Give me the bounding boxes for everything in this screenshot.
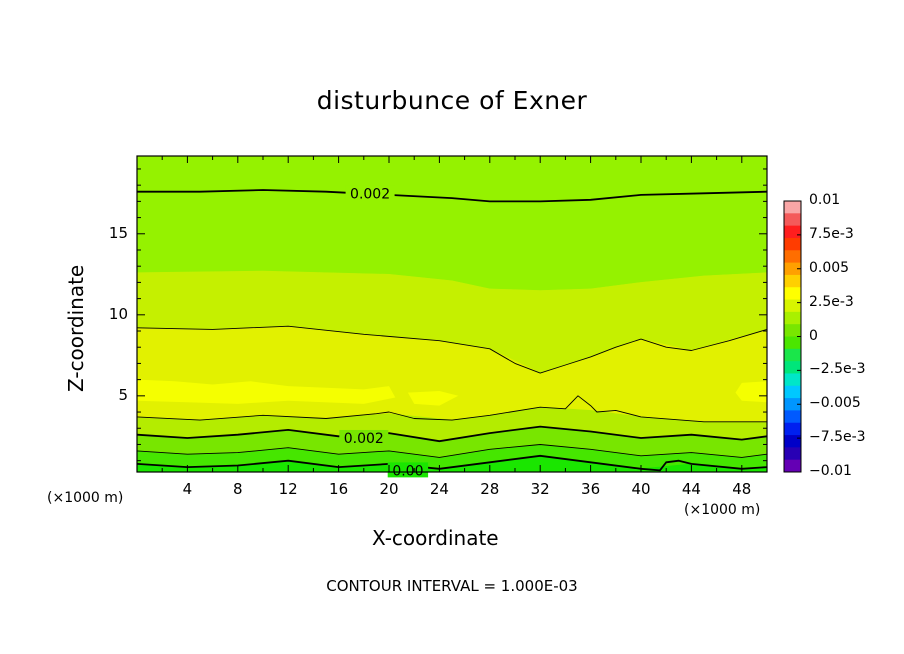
contour-line-4 [137,444,767,458]
contour-line-1 [137,325,767,374]
contour-label-bg [345,185,395,201]
colorbar-swatch [784,299,801,313]
colorbar-swatch [784,311,801,325]
contour-patch-0 [137,379,396,404]
x-tick-label: 48 [732,480,752,498]
x-tick-label: 36 [581,480,601,498]
contour-interval-note: CONTOUR INTERVAL = 1.000E-03 [326,577,578,595]
y-tick-label: 10 [108,304,128,323]
colorbar-label: 7.5e-3 [809,225,854,242]
x-tick-label: 40 [631,480,651,498]
contour-patch-2 [735,381,767,403]
colorbar-swatch [784,398,801,411]
x-unit-label-left: (×1000 m) [47,490,124,506]
x-tick-label: 44 [681,480,701,498]
colorbar-swatch [784,274,801,288]
y-tick-label: 15 [108,223,128,242]
colorbar-swatch [784,201,801,214]
contour-line-0 [137,189,767,203]
contour-line-3 [137,425,767,443]
colorbar-swatch [784,459,801,473]
colorbar-swatch [784,225,801,239]
contour-line-5 [137,454,767,472]
colorbar-label: −7.5e-3 [809,429,866,446]
contour-label: 0.00 [392,463,423,479]
colorbar-label: 2.5e-3 [809,293,854,310]
chart-title: disturbunce of Exner [316,86,588,115]
contour-label-bg [387,462,429,478]
colorbar-swatch [784,213,801,227]
x-tick-label: 8 [233,480,243,498]
colorbar-swatch [784,447,801,461]
contour-label: 0.002 [350,186,390,202]
colorbar-swatch [784,237,801,251]
colorbar-label: 0.01 [809,192,841,208]
x-tick-label: 32 [530,480,550,498]
x-tick-label: 4 [182,480,193,498]
colorbar-swatch [784,348,801,362]
y-axis-label: Z-coordinate [64,264,88,392]
colorbar-label: −0.01 [809,463,852,479]
contour-lines [137,189,767,472]
y-tick-label: 5 [118,385,128,404]
colorbar-swatch [784,287,801,300]
contour-fill-bands [137,156,767,472]
axis-ticks [137,156,767,472]
contour-fill-patches [137,379,767,406]
x-tick-label: 12 [278,480,298,498]
plot-frame [136,155,768,473]
colorbar-swatch [784,361,801,374]
contour-label-layer: 0.002 0.002 0.00 [339,185,429,479]
colorbar-swatch [784,336,801,350]
x-unit-label-right: (×1000 m) [684,502,761,518]
x-tick-label: 16 [329,480,349,498]
x-tick-label: 24 [429,480,449,498]
colorbar-swatch [784,422,801,436]
contour-label: 0.002 [344,431,384,447]
contour-band-0 [137,156,767,291]
colorbar-swatch [784,262,801,276]
colorbar-swatch [784,250,801,263]
colorbar-label: −2.5e-3 [809,361,866,378]
colorbar-swatch [784,435,801,448]
colorbar-label: −0.005 [809,395,861,412]
colorbar [783,200,802,473]
colorbar-swatch [784,385,801,399]
colorbar-swatch [784,410,801,424]
contour-label-bg [339,429,389,445]
contour-line-2 [137,395,767,423]
x-axis-label: X-coordinate [372,526,499,550]
colorbar-label: 0 [809,327,818,344]
colorbar-swatch [784,373,801,387]
colorbar-label: 0.005 [809,259,850,276]
contour-patch-1 [407,391,459,406]
colorbar-swatch [784,324,801,337]
x-tick-label: 28 [480,480,500,498]
x-tick-label: 20 [379,480,399,498]
